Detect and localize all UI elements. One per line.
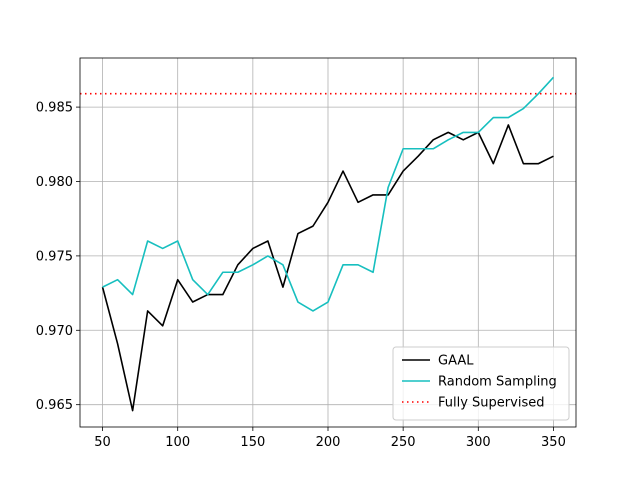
x-axis: 50 100 150 200 250 300 350 bbox=[94, 427, 566, 450]
y-tick-label: 0.975 bbox=[36, 249, 73, 264]
legend-gaal: GAAL bbox=[402, 354, 474, 369]
legend-fully-supervised: Fully Supervised bbox=[402, 396, 544, 411]
x-tick-label: 300 bbox=[466, 435, 491, 450]
x-tick-label: 200 bbox=[316, 435, 341, 450]
y-tick-label: 0.965 bbox=[36, 398, 73, 413]
legend-label: Random Sampling bbox=[438, 375, 557, 390]
y-tick-label: 0.985 bbox=[36, 101, 73, 116]
random-sampling-series-line bbox=[102, 76, 555, 312]
x-tick-label: 50 bbox=[94, 435, 111, 450]
legend: GAAL Random Sampling Fully Supervised bbox=[392, 346, 570, 421]
grid-lines bbox=[80, 58, 576, 427]
x-tick-label: 350 bbox=[541, 435, 566, 450]
legend-label: Fully Supervised bbox=[438, 396, 544, 411]
y-tick-label: 0.980 bbox=[36, 175, 73, 190]
legend-frame bbox=[392, 346, 570, 421]
y-tick-label: 0.970 bbox=[36, 324, 73, 339]
legend-random-sampling: Random Sampling bbox=[402, 375, 557, 390]
x-tick-label: 250 bbox=[391, 435, 416, 450]
legend-label: GAAL bbox=[438, 354, 474, 369]
x-tick-label: 150 bbox=[240, 435, 265, 450]
x-tick-label: 100 bbox=[165, 435, 190, 450]
y-axis: 0.965 0.970 0.975 0.980 0.985 bbox=[36, 101, 80, 413]
series-lines bbox=[101, 76, 555, 412]
